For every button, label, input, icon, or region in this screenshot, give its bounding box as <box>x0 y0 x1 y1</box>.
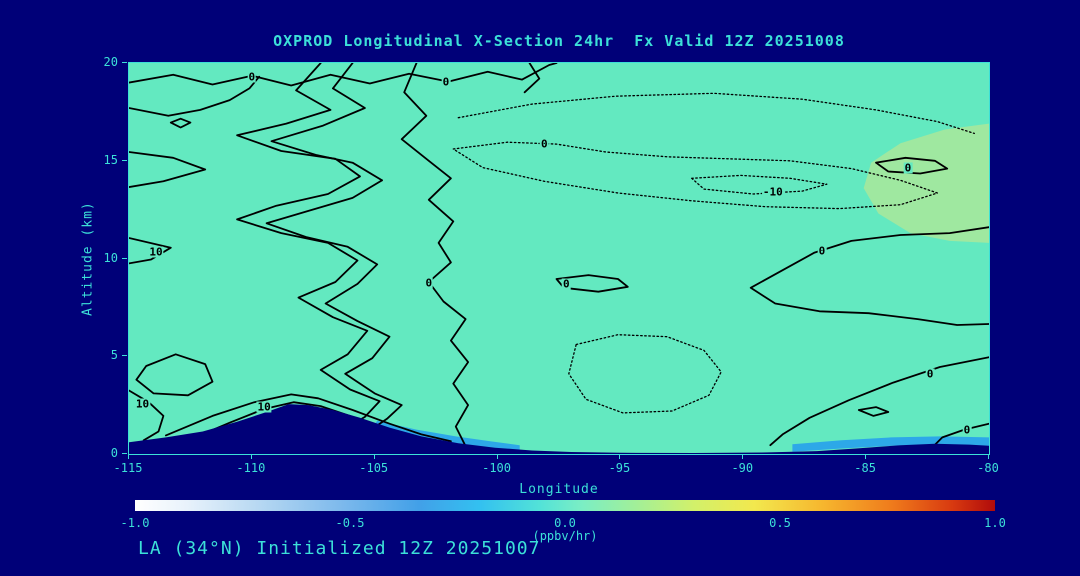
contour-label: 10 <box>134 397 151 411</box>
y-tick-mark <box>122 62 127 63</box>
colorbar-units: (ppbv/hr) <box>532 529 598 543</box>
chart-title: OXPROD Longitudinal X-Section 24hr Fx Va… <box>273 32 845 50</box>
colorbar-tick-label: 1.0 <box>984 516 1006 530</box>
contour-line-level-0 <box>523 63 541 94</box>
x-tick-mark <box>250 454 252 459</box>
contour-label: 0 <box>817 244 827 258</box>
x-axis-title: Longitude <box>519 482 599 497</box>
contour-line-level-0 <box>568 334 722 414</box>
contour-line-level-0 <box>400 63 469 448</box>
contour-line-level-0 <box>769 356 989 447</box>
y-tick-label: 20 <box>103 55 118 69</box>
x-tick-label: -80 <box>977 461 999 475</box>
x-tick-mark <box>619 454 621 459</box>
init-caption: LA (34°N) Initialized 12Z 20251007 <box>138 538 541 559</box>
contour-plot <box>129 63 989 454</box>
contour-label: 10 <box>256 400 272 414</box>
colorbar-tick-label: -1.0 <box>120 516 150 530</box>
x-tick-label: -110 <box>236 461 266 475</box>
x-tick-mark <box>128 454 129 459</box>
contour-label: -10 <box>761 185 784 199</box>
colorbar-tick-label: 0.0 <box>554 516 576 530</box>
contour-line-level-0 <box>129 63 558 87</box>
contour-line-level-10 <box>129 389 165 442</box>
light-green-region <box>863 123 989 243</box>
contour-line-level-0 <box>169 117 192 129</box>
y-tick-label: 0 <box>110 446 118 460</box>
x-tick-mark <box>988 454 989 459</box>
contour-label: 0 <box>424 276 434 290</box>
plot-area: 0 0 0 -10 0 10 0 0 0 10 10 0 0 <box>128 62 990 455</box>
y-tick-mark <box>122 355 127 357</box>
contour-label: 0 <box>962 423 972 437</box>
x-tick-label: -95 <box>608 461 631 475</box>
colorbar-tick-label: -0.5 <box>335 516 365 530</box>
x-tick-label: -90 <box>731 461 754 475</box>
x-tick-label: -105 <box>359 461 389 475</box>
terrain <box>129 404 989 454</box>
x-tick-label: -85 <box>854 461 876 475</box>
x-tick-mark <box>742 454 744 459</box>
contour-label: 0 <box>925 367 935 381</box>
colorbar <box>135 500 995 511</box>
contour-label: 0 <box>247 70 257 84</box>
coast-blue-left <box>372 420 520 452</box>
contour-label: 10 <box>148 245 164 259</box>
contour-label: 0 <box>562 277 571 291</box>
x-tick-mark <box>496 454 498 459</box>
contour-line-level-0 <box>452 141 939 210</box>
contour-line-level-0 <box>857 406 890 417</box>
contour-label: 0 <box>903 161 913 175</box>
contour-line-level--10 <box>691 174 828 195</box>
contour-line-level-0 <box>129 151 207 188</box>
x-tick-mark <box>865 454 867 459</box>
contour-line-level-0 <box>457 92 975 135</box>
y-tick-label: 15 <box>103 152 118 167</box>
contour-line-level-0 <box>749 226 989 326</box>
y-tick-mark <box>122 257 127 259</box>
contour-line-level-0 <box>236 63 381 430</box>
y-tick-mark <box>122 453 127 454</box>
contour-label: 0 <box>539 137 549 151</box>
contour-label: 0 <box>441 75 451 89</box>
contour-line-level-0 <box>265 63 403 432</box>
x-tick-mark <box>373 454 375 459</box>
contour-line-level-10 <box>165 393 452 443</box>
y-tick-mark <box>122 159 127 161</box>
contour-line-level-0 <box>135 353 214 397</box>
y-tick-label: 10 <box>103 250 118 265</box>
contour-line-level-0 <box>931 422 989 449</box>
contour-line-level-0 <box>129 75 261 117</box>
y-tick-label: 5 <box>110 348 118 363</box>
contour-line-level-0 <box>875 156 949 175</box>
x-tick-label: -100 <box>482 461 512 475</box>
x-tick-label: -115 <box>113 461 143 475</box>
colorbar-tick-label: 0.5 <box>769 516 791 530</box>
